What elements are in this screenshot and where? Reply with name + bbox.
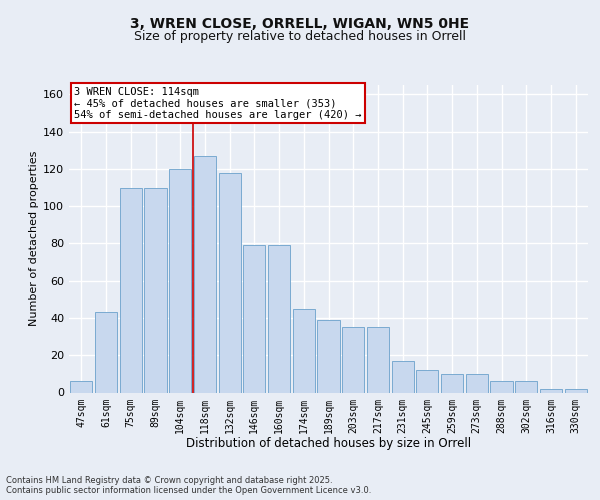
Text: 3, WREN CLOSE, ORRELL, WIGAN, WN5 0HE: 3, WREN CLOSE, ORRELL, WIGAN, WN5 0HE	[130, 18, 470, 32]
Bar	[293, 308, 315, 392]
Bar	[392, 361, 414, 392]
Bar	[515, 382, 538, 392]
Bar	[441, 374, 463, 392]
Text: 3 WREN CLOSE: 114sqm
← 45% of detached houses are smaller (353)
54% of semi-deta: 3 WREN CLOSE: 114sqm ← 45% of detached h…	[74, 86, 362, 120]
X-axis label: Distribution of detached houses by size in Orrell: Distribution of detached houses by size …	[186, 437, 471, 450]
Text: Contains HM Land Registry data © Crown copyright and database right 2025.
Contai: Contains HM Land Registry data © Crown c…	[6, 476, 371, 495]
Bar	[145, 188, 167, 392]
Bar	[194, 156, 216, 392]
Bar	[367, 328, 389, 392]
Bar	[268, 246, 290, 392]
Bar	[317, 320, 340, 392]
Bar	[95, 312, 117, 392]
Bar	[169, 169, 191, 392]
Bar	[342, 328, 364, 392]
Bar	[119, 188, 142, 392]
Bar	[565, 389, 587, 392]
Bar	[70, 382, 92, 392]
Text: Size of property relative to detached houses in Orrell: Size of property relative to detached ho…	[134, 30, 466, 43]
Bar	[466, 374, 488, 392]
Bar	[540, 389, 562, 392]
Bar	[490, 382, 512, 392]
Bar	[416, 370, 439, 392]
Y-axis label: Number of detached properties: Number of detached properties	[29, 151, 39, 326]
Bar	[218, 172, 241, 392]
Bar	[243, 246, 265, 392]
